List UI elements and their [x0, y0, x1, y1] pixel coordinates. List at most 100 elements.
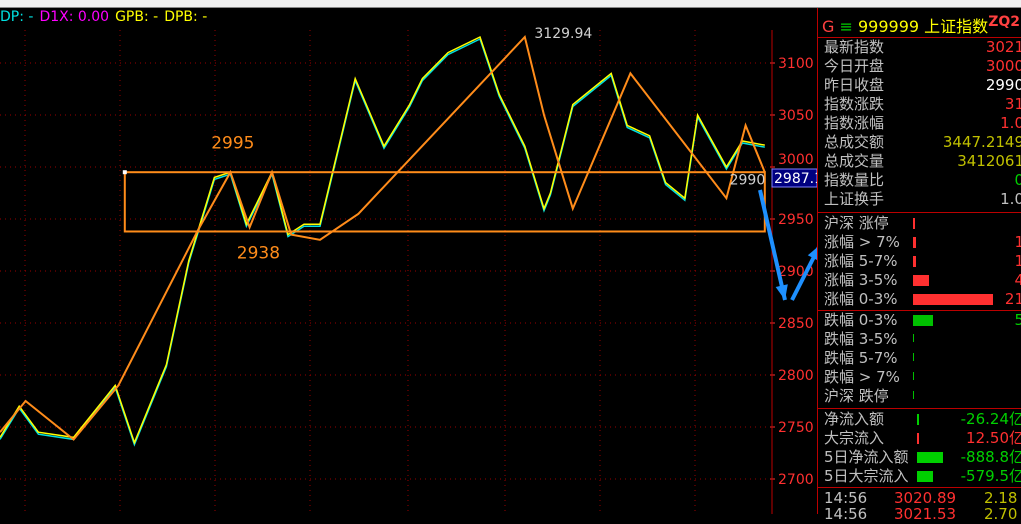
tick-vol: 2.70 [984, 505, 1018, 523]
quote-row: 指数涨幅 1.0 [824, 114, 1021, 133]
row-label: 指数涨幅 [824, 114, 885, 132]
ratio-bar [917, 433, 919, 444]
row-label: 涨幅 0-3% [824, 290, 898, 308]
current-price-label: 2987.1 [774, 171, 817, 187]
row-value: 1.0 [1000, 114, 1021, 132]
row-value: -888.8亿 [960, 448, 1021, 466]
row-value: 0 [1014, 171, 1021, 189]
y-tick-label: 2950 [778, 212, 814, 228]
row-label: 上证换手 [824, 190, 885, 208]
arrow-icon [758, 189, 787, 301]
row-value: -26.24亿 [960, 410, 1021, 428]
row-label: 涨幅 3-5% [824, 271, 898, 289]
trend-line [0, 34, 766, 441]
legend-item: GPB: - [115, 9, 159, 25]
tick-row: 14:56 3021.53 2.70 [824, 505, 1021, 524]
intraday-chart: 2700275028002850290029503000305031003129… [0, 26, 817, 514]
advance-row: 涨幅 0-3% 21 [824, 290, 1021, 309]
y-tick-label: 2800 [778, 368, 814, 384]
row-label: 5日大宗流入 [824, 467, 909, 485]
advance-row: 涨幅 3-5% 4 [824, 271, 1021, 290]
y-tick-label: 3050 [778, 108, 814, 124]
row-value: 3447.2149 [942, 133, 1021, 151]
box-handle [122, 170, 127, 175]
arrowhead-icon [775, 284, 788, 300]
price-annotation: 3129.94 [534, 26, 592, 42]
ratio-bar [917, 414, 919, 425]
quote-row: 上证换手 1.0 [824, 190, 1021, 209]
advance-row: 涨幅 5-7% 1 [824, 252, 1021, 271]
row-value: 1 [1014, 233, 1021, 251]
decline-row: 跌幅 > 7% [824, 368, 1021, 387]
y-tick-label: 3100 [778, 56, 814, 72]
divider [818, 310, 1021, 311]
advance-row: 涨幅 > 7% 1 [824, 233, 1021, 252]
sep-icon: ≡ [839, 17, 853, 36]
price-annotation: 2990 [730, 173, 766, 189]
row-label: 跌幅 5-7% [824, 349, 898, 367]
row-value: 2990 [985, 76, 1021, 94]
ratio-bar [913, 334, 914, 342]
stock-code: 999999 [858, 17, 920, 36]
tick-time: 14:56 [824, 505, 868, 523]
ratio-bar [913, 256, 917, 267]
ratio-bar [913, 275, 929, 286]
quote-panel: G ≡ 999999 上证指数 ZQ2 最新指数 3021 今日开盘 3000 昨日收盘… [817, 8, 1021, 523]
decline-row: 跌幅 0-3% 5 [824, 311, 1021, 330]
stock-header: G ≡ 999999 上证指数 ZQ2 [822, 13, 1020, 36]
ratio-bar [913, 372, 914, 380]
prefix: G [822, 17, 835, 36]
row-value: 1.0 [1000, 190, 1021, 208]
quote-row: 指数涨跌 31 [824, 95, 1021, 114]
row-label: 总成交量 [824, 152, 885, 170]
row-label: 指数涨跌 [824, 95, 885, 113]
legend-item: D1X: 0.00 [39, 9, 110, 25]
decline-row: 跌幅 5-7% [824, 349, 1021, 368]
tick-row: 14:56 3020.89 2.18 [824, 489, 1021, 508]
row-label: 沪深 跌停 [824, 387, 889, 405]
indicator-legend: DP: - D1X: 0.00 GPB: - DPB: - [0, 9, 213, 27]
current-price-box [771, 168, 817, 188]
quote-row: 昨日收盘 2990 [824, 76, 1021, 95]
row-label: 最新指数 [824, 38, 885, 56]
quote-row: 总成交量 3412061 [824, 152, 1021, 171]
price-annotation: 2995 [211, 133, 254, 153]
price-annotation: 2938 [237, 244, 280, 264]
row-label: 总成交额 [824, 133, 885, 151]
y-tick-label: 2700 [778, 472, 814, 488]
divider [818, 487, 1021, 488]
decline-row: 跌幅 3-5% [824, 330, 1021, 349]
row-label: 指数量比 [824, 171, 885, 189]
tag: ZQ2 [988, 14, 1020, 30]
divider [818, 212, 1021, 213]
row-value: 21 [1004, 290, 1021, 308]
tick-time: 14:56 [824, 489, 868, 507]
tick-price: 3020.89 [894, 489, 957, 507]
row-value: 3000 [985, 57, 1021, 75]
stock-name: 上证指数 [924, 17, 989, 36]
legend-item: DPB: - [164, 9, 208, 25]
quote-row: 总成交额 3447.2149 [824, 133, 1021, 152]
flow-row: 大宗流入 12.50亿 [824, 429, 1021, 448]
range-box [123, 171, 766, 233]
row-label: 涨幅 5-7% [824, 252, 898, 270]
advance-row: 沪深 涨停 [824, 214, 1021, 233]
flow-row: 5日净流入额 -888.8亿 [824, 448, 1021, 467]
ratio-bar [913, 294, 993, 305]
row-value: 1 [1014, 252, 1021, 270]
row-label: 跌幅 3-5% [824, 330, 898, 348]
row-label: 沪深 涨停 [824, 214, 889, 232]
tick-vol: 2.18 [984, 489, 1018, 507]
row-label: 跌幅 > 7% [824, 368, 900, 386]
row-value: 3412061 [957, 152, 1021, 170]
row-label: 涨幅 > 7% [824, 233, 900, 251]
ratio-bar [913, 353, 914, 361]
ratio-bar [917, 452, 943, 463]
flow-row: 净流入额 -26.24亿 [824, 410, 1021, 429]
row-label: 大宗流入 [824, 429, 885, 447]
y-tick-label: 2850 [778, 316, 814, 332]
row-label: 5日净流入额 [824, 448, 909, 466]
quote-row: 最新指数 3021 [824, 38, 1021, 57]
quote-row: 指数量比 0 [824, 171, 1021, 190]
ratio-bar [913, 315, 933, 326]
